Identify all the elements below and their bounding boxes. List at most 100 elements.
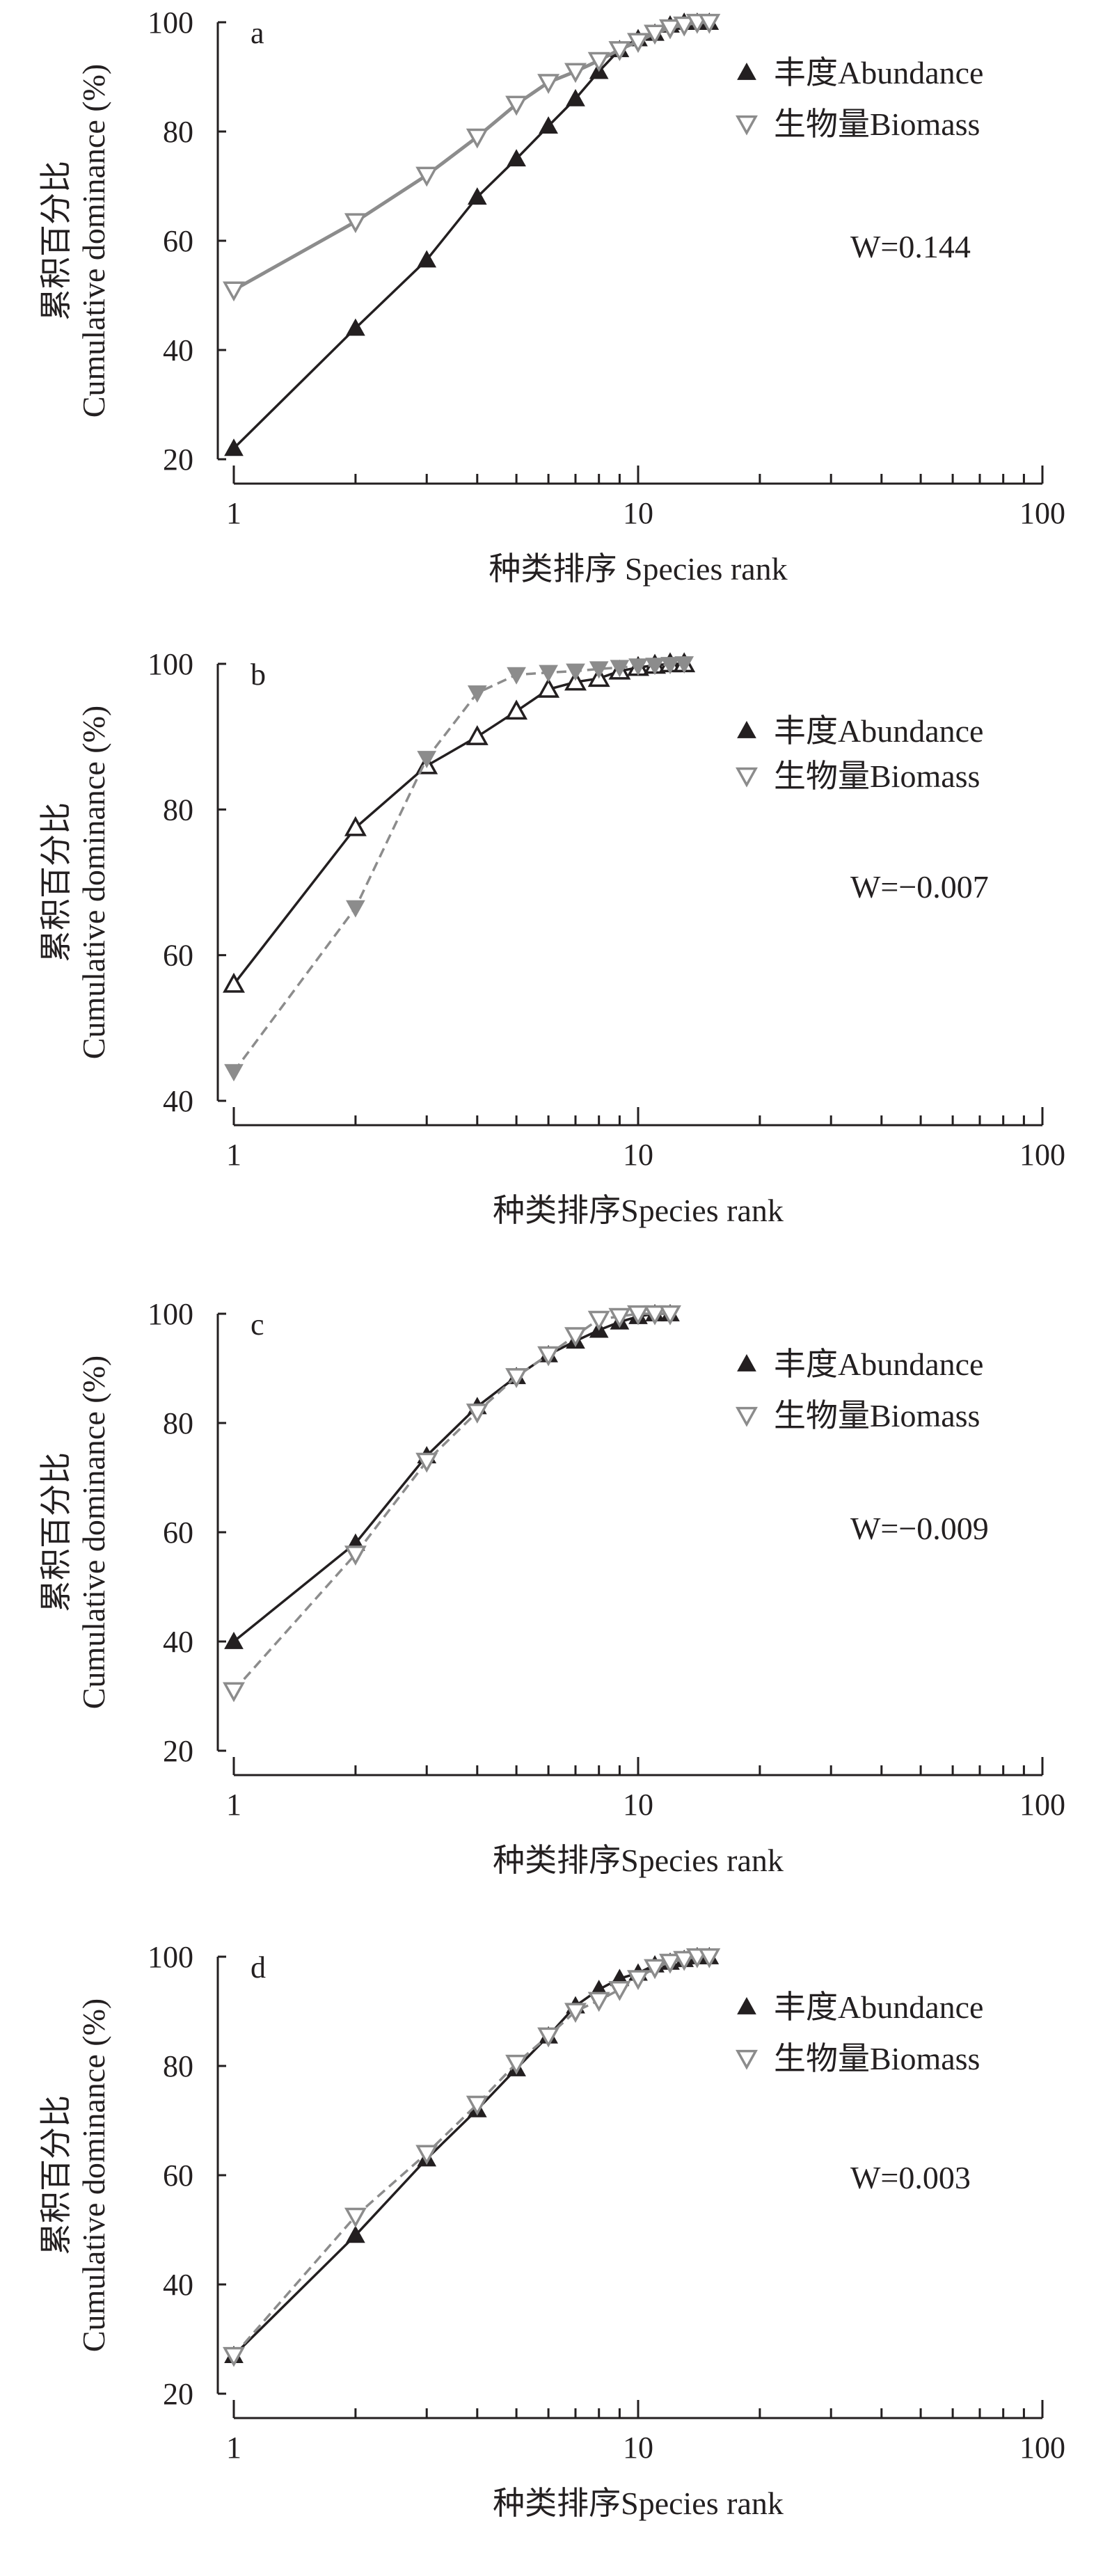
data-point-biomass — [537, 74, 560, 94]
data-point-biomass — [505, 95, 528, 116]
data-point-biomass — [466, 2095, 489, 2116]
data-point-biomass — [505, 1368, 528, 1388]
legend-marker-abundance — [737, 1996, 756, 2014]
data-point-biomass — [628, 658, 648, 676]
series-line-abundance — [232, 1312, 671, 1643]
data-point-biomass — [660, 657, 680, 675]
data-point-abundance — [539, 116, 558, 134]
data-point-biomass — [587, 1991, 610, 2012]
legend-marker-abundance — [737, 1353, 756, 1372]
data-point-biomass — [659, 1953, 681, 1974]
y-axis-label-en: Cumulative dominance (%) — [76, 1355, 111, 1709]
data-point-biomass — [344, 1545, 367, 1566]
x-tick-label: 100 — [1019, 496, 1065, 530]
series-line-biomass — [232, 1955, 710, 2357]
data-point-biomass — [673, 16, 696, 37]
data-point-biomass — [507, 667, 526, 685]
data-point-abundance — [224, 1631, 244, 1649]
data-point-biomass — [627, 33, 649, 54]
data-point-biomass — [415, 1452, 438, 1473]
y-axis-label-en: Cumulative dominance (%) — [76, 706, 111, 1059]
chart-panel-b: 40 60 80 100 1 10 100 种类排序Species rank 累积百分比 Cumu… — [38, 647, 1065, 1228]
panel-label: c — [251, 1307, 264, 1342]
data-point-abundance — [223, 972, 245, 993]
data-point-biomass — [627, 1970, 649, 1991]
data-point-biomass — [223, 1682, 245, 1703]
data-point-biomass — [659, 1305, 681, 1326]
data-point-biomass — [505, 2054, 528, 2075]
x-tick-label: 1 — [226, 1788, 241, 1822]
y-tick-label: 100 — [148, 1297, 193, 1331]
data-point-biomass — [467, 685, 487, 703]
data-point-biomass — [223, 2346, 245, 2367]
x-tick-label: 1 — [226, 496, 241, 530]
x-axis-label: 种类排序 Species rank — [489, 551, 787, 587]
legend-marker-biomass — [736, 115, 758, 136]
data-point-abundance — [564, 670, 587, 691]
w-statistic-annotation: W=−0.007 — [850, 869, 989, 905]
x-tick-label: 1 — [226, 2431, 241, 2465]
data-point-biomass — [564, 2003, 587, 2024]
data-point-biomass — [659, 19, 681, 40]
x-tick-label: 100 — [1019, 1138, 1065, 1172]
series-line-abundance — [232, 662, 685, 985]
data-point-biomass — [698, 13, 721, 34]
legend-label-biomass: 生物量Biomass — [774, 1398, 980, 1433]
legend-label-biomass: 生物量Biomass — [774, 2041, 980, 2076]
x-axis-label: 种类排序Species rank — [493, 1193, 784, 1228]
data-point-biomass — [539, 665, 558, 683]
y-axis-label-cn: 累积百分比 — [38, 1452, 74, 1612]
data-point-biomass — [644, 24, 667, 45]
legend-marker-biomass — [736, 767, 758, 788]
y-tick-label: 60 — [163, 939, 193, 973]
data-point-biomass — [344, 213, 367, 234]
w-statistic-annotation: W=0.144 — [850, 229, 971, 264]
data-point-biomass — [644, 1305, 667, 1326]
y-tick-label: 40 — [163, 1084, 193, 1118]
panel-label: d — [251, 1950, 266, 1985]
y-tick-label: 80 — [163, 1406, 193, 1440]
y-tick-label: 20 — [163, 2377, 193, 2411]
data-point-abundance — [346, 318, 365, 336]
y-tick-label: 20 — [163, 1734, 193, 1768]
legend-label-abundance: 丰度Abundance — [774, 713, 983, 749]
y-tick-label: 100 — [148, 1940, 193, 1974]
data-point-abundance — [566, 88, 585, 106]
data-point-abundance — [467, 187, 487, 205]
x-tick-label: 100 — [1019, 2431, 1065, 2465]
data-point-biomass — [417, 751, 437, 769]
series-line-biomass — [232, 1312, 671, 1692]
data-point-abundance — [537, 678, 560, 698]
y-tick-label: 20 — [163, 443, 193, 477]
data-point-biomass — [564, 1327, 587, 1348]
chart-panel-a: 20 40 60 80 100 1 10 100 种类排序 Species rank 累积百分比 C… — [38, 6, 1065, 587]
y-tick-label: 40 — [163, 333, 193, 367]
legend-marker-abundance — [737, 62, 756, 80]
legend-marker-biomass — [736, 2049, 758, 2070]
data-point-biomass — [627, 1305, 649, 1326]
data-point-biomass — [644, 1959, 667, 1980]
data-point-biomass — [344, 2207, 367, 2228]
chart-panel-c: 20 40 60 80 100 1 10 100 种类排序Species rank 累积百分比 Cu… — [38, 1297, 1065, 1878]
data-point-abundance — [507, 149, 526, 167]
data-point-biomass — [673, 1950, 696, 1971]
legend-marker-abundance — [737, 720, 756, 738]
x-tick-label: 1 — [226, 1138, 241, 1172]
y-tick-label: 60 — [163, 224, 193, 258]
data-point-biomass — [224, 1064, 244, 1082]
legend-label-biomass: 生物量Biomass — [774, 758, 980, 794]
data-point-abundance — [346, 2225, 365, 2243]
panel-label: b — [251, 658, 266, 692]
x-tick-label: 10 — [623, 496, 653, 530]
data-point-biomass — [610, 660, 630, 678]
data-point-abundance — [344, 816, 367, 836]
y-tick-label: 80 — [163, 115, 193, 149]
data-point-biomass — [698, 1948, 721, 1969]
data-point-biomass — [587, 1310, 610, 1331]
series-line-abundance — [232, 21, 710, 450]
y-tick-label: 80 — [163, 2049, 193, 2083]
data-point-abundance — [224, 438, 244, 456]
y-axis-label-cn: 累积百分比 — [38, 161, 74, 321]
y-tick-label: 100 — [148, 647, 193, 681]
y-axis-label-cn: 累积百分比 — [38, 2095, 74, 2255]
